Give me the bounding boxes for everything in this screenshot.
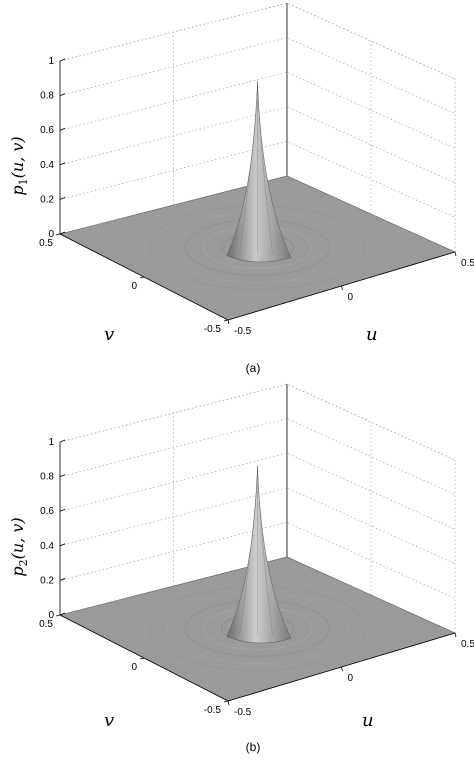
u-tick <box>227 319 230 325</box>
v-tick <box>223 700 229 703</box>
v-tick <box>223 319 229 322</box>
z-gridline <box>59 37 456 114</box>
plot-svg-b: 00.20.40.60.810.50-0.5 -0.500.5 p2(u, v) … <box>8 383 474 754</box>
u-tick-label: 0.5 <box>461 639 474 650</box>
z-gridline <box>59 418 456 495</box>
axes-group-a: 00.20.40.60.810.50-0.5 -0.500.5 <box>39 56 474 337</box>
z-tick <box>59 231 66 235</box>
surface-peak <box>226 81 292 263</box>
u-tick <box>454 632 457 638</box>
v-tick <box>139 276 145 279</box>
z-tick <box>59 508 66 512</box>
u-tick <box>341 666 343 672</box>
base-edge <box>59 614 456 702</box>
z-tick-label: 1 <box>48 56 54 67</box>
peak-ridge <box>239 469 258 635</box>
v-axis-label-b: v <box>104 710 114 731</box>
v-tick-label: -0.5 <box>204 324 222 335</box>
z-tick <box>59 474 66 477</box>
surface-plot-a: 0 0.2 0.4 0.6 0.8 1 0.5 0 -0.5 -0.5 0 0.5 p1(u, v) … <box>0 0 474 381</box>
v-tick <box>55 233 61 236</box>
v-tick-label: -0.5 <box>204 705 222 716</box>
z-tick-label: 0 <box>48 229 54 240</box>
z-tick-label: 0.6 <box>40 506 54 517</box>
z-gridline <box>59 487 456 565</box>
z-tick-label: 0.4 <box>40 541 54 552</box>
axes-group-b: 00.20.40.60.810.50-0.5 -0.500.5 <box>39 437 474 718</box>
z-tick <box>59 93 66 96</box>
z-tick-label: 1 <box>48 437 54 448</box>
panel-caption-b: (b) <box>246 740 261 754</box>
u-tick-label: -0.5 <box>234 707 252 718</box>
u-tick <box>454 251 457 257</box>
z-tick <box>59 127 66 131</box>
plot-svg-a: 00.20.40.60.810.50-0.5 -0.500.5 p1(u, v) … <box>8 2 474 375</box>
v-axis-label-a: v <box>104 324 114 345</box>
z-tick <box>59 439 66 443</box>
top-edge <box>59 2 456 80</box>
z-tick-label: 0.2 <box>40 194 54 205</box>
u-tick-label: -0.5 <box>234 326 252 337</box>
z-gridline <box>59 2 456 80</box>
v-tick <box>55 614 61 617</box>
surface-group-a <box>59 81 456 321</box>
z-gridline <box>59 383 456 461</box>
z-gridline <box>59 71 456 149</box>
z-tick-label: 0.8 <box>40 91 54 102</box>
z-gridline <box>59 141 456 218</box>
v-tick-label: 0 <box>131 662 137 673</box>
v-tick-label: 0.5 <box>39 238 53 249</box>
z-axis-label-b: p2(u, v) <box>8 517 30 576</box>
surface-peak <box>226 465 292 644</box>
peak-ridge <box>257 85 273 254</box>
u-axis-label-a: u <box>366 324 378 345</box>
u-tick <box>341 285 343 291</box>
u-tick-label: 0 <box>348 292 354 303</box>
surface-group-b <box>59 465 456 702</box>
z-tick-label: 0.6 <box>40 125 54 136</box>
surface-plot-b: 0 0.2 0.4 0.6 0.8 1 0.5 0 -0.5 -0.5 0 0.5 p2(u, v) … <box>0 381 474 762</box>
z-axis-label-a: p1(u, v) <box>8 136 30 195</box>
z-tick <box>59 543 66 547</box>
v-tick-label: 0 <box>131 281 137 292</box>
z-tick-label: 0.4 <box>40 160 54 171</box>
panel-caption-a: (a) <box>246 361 261 375</box>
z-tick <box>59 58 66 62</box>
peak-ridge <box>257 469 273 635</box>
z-gridline <box>59 106 456 184</box>
base-edge <box>59 233 456 321</box>
z-tick <box>59 162 66 166</box>
z-tick <box>59 197 66 200</box>
u-tick <box>227 700 230 706</box>
peak-ridge <box>239 85 258 254</box>
v-tick <box>139 657 145 660</box>
z-tick <box>59 612 66 616</box>
z-gridline <box>59 452 456 530</box>
v-tick-label: 0.5 <box>39 619 53 630</box>
z-tick <box>59 578 66 581</box>
u-tick-label: 0 <box>348 673 354 684</box>
z-tick-label: 0 <box>48 610 54 621</box>
z-gridline <box>59 522 456 599</box>
top-edge <box>59 383 456 461</box>
z-tick-label: 0.8 <box>40 472 54 483</box>
z-tick-label: 0.2 <box>40 575 54 586</box>
u-tick-label: 0.5 <box>461 258 474 269</box>
u-axis-label-b: u <box>362 710 374 731</box>
